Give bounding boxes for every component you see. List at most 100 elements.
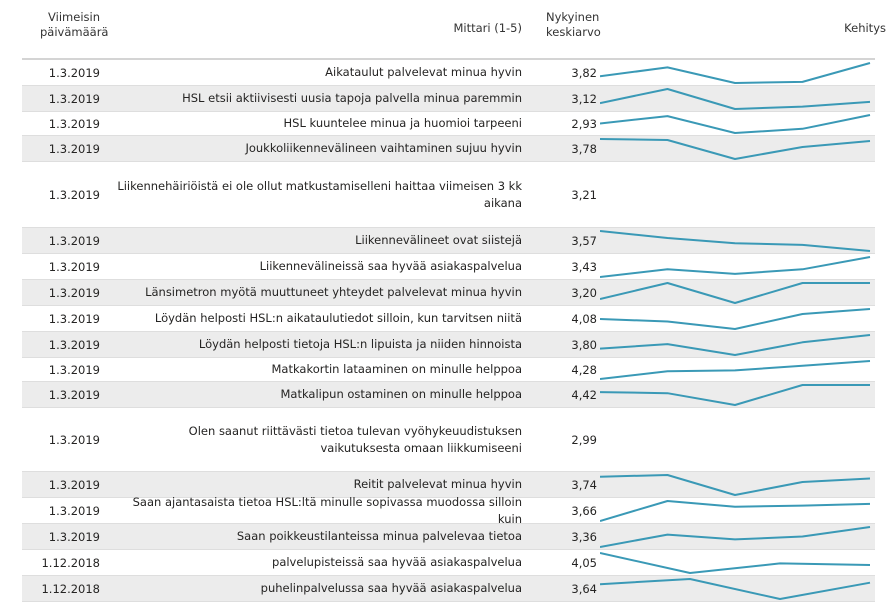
average-cell: 3,21 bbox=[571, 187, 597, 202]
average-cell: 3,43 bbox=[571, 259, 597, 274]
metric-cell: Aikataulut palvelevat minua hyvin bbox=[325, 65, 522, 79]
table-row[interactable]: 1.3.2019 HSL kuuntelee minua ja huomioi t… bbox=[22, 112, 875, 136]
date-cell: 1.3.2019 bbox=[48, 285, 100, 300]
table-row[interactable]: 1.3.2019 Matkalipun ostaminen on minulle … bbox=[22, 382, 875, 408]
trend-sparkline bbox=[600, 551, 871, 574]
trend-cell bbox=[600, 472, 875, 497]
table-row[interactable]: 1.3.2019 Liikennehäiriöistä ei ole ollut … bbox=[22, 162, 875, 228]
trend-line bbox=[600, 473, 871, 496]
date-cell: 1.3.2019 bbox=[48, 116, 100, 131]
table-row[interactable]: 1.3.2019 Löydän helposti HSL:n aikataulut… bbox=[22, 306, 875, 332]
trend-sparkline bbox=[600, 137, 871, 160]
trend-line bbox=[600, 281, 870, 304]
table-row[interactable]: 1.3.2019 Saan ajantasaista tietoa HSL:ltä… bbox=[22, 494, 875, 526]
date-cell: 1.3.2019 bbox=[48, 337, 100, 352]
column-header-current-average[interactable]: Nykyinen keskiarvo bbox=[546, 10, 604, 40]
metric-cell: Matkalipun ostaminen on minulle helppoa bbox=[280, 387, 522, 401]
table-row[interactable]: 1.12.2018 palvelupisteissä saa hyvää asia… bbox=[22, 550, 875, 576]
date-cell: 1.3.2019 bbox=[48, 387, 100, 402]
trend-line bbox=[600, 499, 871, 522]
trend-cell bbox=[600, 162, 875, 227]
table-header: Viimeisin päivämäärä Mittari (1-5) Nykyi… bbox=[0, 0, 895, 58]
trend-sparkline bbox=[600, 525, 871, 548]
average-cell: 2,93 bbox=[571, 116, 597, 131]
average-cell: 4,42 bbox=[571, 387, 597, 402]
table-row[interactable]: 1.3.2019 Saan poikkeustilanteissa minua p… bbox=[22, 524, 875, 550]
column-header-trend-label: Kehitys bbox=[844, 21, 886, 35]
trend-sparkline bbox=[600, 577, 871, 600]
trend-cell bbox=[600, 524, 875, 549]
average-cell: 2,99 bbox=[571, 432, 597, 447]
metric-cell: Matkakortin lataaminen on minulle helppo… bbox=[271, 362, 522, 376]
trend-cell bbox=[600, 306, 875, 331]
trend-sparkline bbox=[600, 255, 871, 278]
trend-cell bbox=[600, 136, 875, 161]
trend-sparkline bbox=[600, 61, 871, 84]
trend-cell bbox=[600, 60, 875, 85]
table-row[interactable]: 1.3.2019 Joukkoliikennevälineen vaihtamin… bbox=[22, 136, 875, 162]
column-header-current-average-label: Nykyinen keskiarvo bbox=[546, 10, 601, 39]
trend-cell bbox=[600, 112, 875, 135]
table-row[interactable]: 1.3.2019 Matkakortin lataaminen on minull… bbox=[22, 358, 875, 382]
table-row[interactable]: 1.3.2019 Länsimetron myötä muuttuneet yht… bbox=[22, 280, 875, 306]
trend-line bbox=[600, 307, 871, 330]
date-cell: 1.3.2019 bbox=[48, 503, 100, 518]
metric-cell: HSL kuuntelee minua ja huomioi tarpeeni bbox=[283, 116, 522, 130]
table-row[interactable]: 1.3.2019 Olen saanut riittävästi tietoa t… bbox=[22, 408, 875, 472]
trend-sparkline bbox=[600, 473, 871, 496]
table-row[interactable]: 1.12.2018 puhelinpalvelussa saa hyvää asi… bbox=[22, 576, 875, 602]
table-row[interactable]: 1.3.2019 Aikataulut palvelevat minua hyvi… bbox=[22, 60, 875, 86]
trend-sparkline bbox=[600, 281, 870, 304]
trend-cell bbox=[600, 550, 875, 575]
table-row[interactable]: 1.3.2019 Liikennevälineissä saa hyvää asi… bbox=[22, 254, 875, 280]
date-cell: 1.3.2019 bbox=[48, 477, 100, 492]
trend-line bbox=[600, 551, 871, 574]
table-row[interactable]: 1.3.2019 Liikennevälineet ovat siistejä 3,… bbox=[22, 228, 875, 254]
table-row[interactable]: 1.3.2019 HSL etsii aktiivisesti uusia tap… bbox=[22, 86, 875, 112]
average-cell: 3,64 bbox=[571, 581, 597, 596]
trend-line bbox=[600, 383, 870, 406]
average-cell: 3,74 bbox=[571, 477, 597, 492]
table-row[interactable]: 1.3.2019 Reitit palvelevat minua hyvin 3,7… bbox=[22, 472, 875, 498]
metric-cell: Liikennehäiriöistä ei ole ollut matkusta… bbox=[117, 178, 522, 210]
average-cell: 3,12 bbox=[571, 91, 597, 106]
metric-cell: Saan ajantasaista tietoa HSL:ltä minulle… bbox=[132, 494, 522, 526]
metric-cell: Reitit palvelevat minua hyvin bbox=[353, 477, 522, 491]
date-cell: 1.3.2019 bbox=[48, 362, 100, 377]
trend-cell bbox=[600, 382, 875, 407]
date-cell: 1.3.2019 bbox=[48, 187, 100, 202]
trend-cell bbox=[600, 332, 875, 357]
trend-line bbox=[600, 229, 871, 252]
trend-cell bbox=[600, 576, 875, 601]
average-cell: 3,66 bbox=[571, 503, 597, 518]
metric-cell: Olen saanut riittävästi tietoa tulevan v… bbox=[188, 423, 522, 455]
metric-cell: Liikennevälineet ovat siistejä bbox=[355, 233, 522, 247]
average-cell: 4,28 bbox=[571, 362, 597, 377]
column-header-trend[interactable]: Kehitys bbox=[844, 21, 886, 36]
average-cell: 3,80 bbox=[571, 337, 597, 352]
trend-line bbox=[600, 577, 871, 600]
average-cell: 4,08 bbox=[571, 311, 597, 326]
average-cell: 3,82 bbox=[571, 65, 597, 80]
date-cell: 1.3.2019 bbox=[48, 529, 100, 544]
column-header-latest-date[interactable]: Viimeisin päivämäärä bbox=[40, 10, 109, 40]
trend-sparkline bbox=[600, 229, 871, 252]
table-row[interactable]: 1.3.2019 Löydän helposti tietoja HSL:n li… bbox=[22, 332, 875, 358]
metric-cell: Liikennevälineissä saa hyvää asiakaspalv… bbox=[259, 259, 522, 273]
column-header-latest-date-label: Viimeisin päivämäärä bbox=[40, 10, 109, 39]
trend-line bbox=[600, 359, 871, 380]
trend-sparkline bbox=[600, 307, 871, 330]
trend-sparkline bbox=[600, 499, 871, 522]
date-cell: 1.3.2019 bbox=[48, 259, 100, 274]
trend-line bbox=[600, 113, 871, 134]
date-cell: 1.3.2019 bbox=[48, 233, 100, 248]
trend-line bbox=[600, 87, 871, 110]
trend-line bbox=[600, 137, 871, 160]
trend-cell bbox=[600, 228, 875, 253]
metric-cell: puhelinpalvelussa saa hyvää asiakaspalve… bbox=[260, 581, 522, 595]
date-cell: 1.3.2019 bbox=[48, 311, 100, 326]
column-header-metric[interactable]: Mittari (1-5) bbox=[453, 21, 522, 36]
trend-cell bbox=[600, 86, 875, 111]
date-cell: 1.3.2019 bbox=[48, 65, 100, 80]
date-cell: 1.3.2019 bbox=[48, 91, 100, 106]
